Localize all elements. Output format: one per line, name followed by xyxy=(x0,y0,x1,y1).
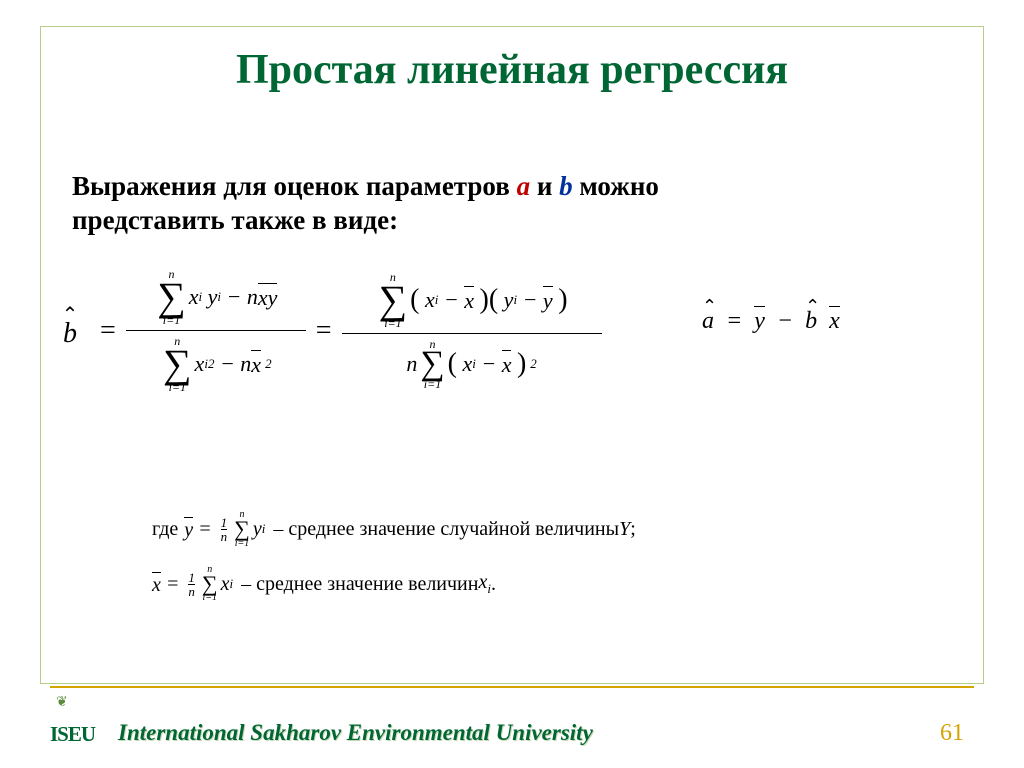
lim-1: 1 xyxy=(180,380,186,394)
subtitle-mid: и xyxy=(530,171,559,201)
sym-xbar: x xyxy=(251,350,261,378)
denominator-2: n n ∑ i=1 ( xi − x )2 xyxy=(406,338,536,391)
logo-tree-icon: ❦ xyxy=(56,694,68,711)
sigma-icon: n ∑ i=1 xyxy=(379,271,408,329)
hat-icon: ⌃ xyxy=(805,296,820,317)
sym-x: x xyxy=(425,287,435,313)
where-ybar: где y = 1n n ∑ i=1 yi – среднее значение… xyxy=(152,510,636,549)
lim-i: i xyxy=(169,380,172,394)
lim-1: 1 xyxy=(435,377,441,391)
dot: . xyxy=(491,573,496,596)
numerator-1: n ∑ i=1 xi yi − nxy xyxy=(154,268,277,326)
sym-x: x xyxy=(195,351,205,377)
sigma-icon: n ∑ i=1 xyxy=(157,268,186,326)
sym-y: y xyxy=(504,287,514,313)
sym-n: n xyxy=(247,284,258,310)
sym-ybar: y xyxy=(184,517,193,542)
denominator-1: n ∑ i=1 xi2 − nx2 xyxy=(160,335,272,393)
param-a: a xyxy=(517,171,531,201)
frac-n: n xyxy=(221,530,228,543)
sup-2: 2 xyxy=(208,356,215,372)
where-lead: где xyxy=(152,518,178,541)
lim-1: 1 xyxy=(396,316,402,330)
sym-ybar: y xyxy=(543,286,553,314)
sym-xbar: x xyxy=(502,350,512,378)
page-number: 61 xyxy=(940,720,964,747)
sub-i: i xyxy=(435,292,439,308)
university-name: International Sakharov Environmental Uni… xyxy=(118,720,593,746)
slide: Простая линейная регрессия Выражения для… xyxy=(0,0,1024,768)
sym-minus: − xyxy=(777,308,793,334)
lim-1: 1 xyxy=(244,538,249,549)
sym-minus: − xyxy=(444,287,459,313)
lim-i: i xyxy=(384,316,387,330)
sym-y: y xyxy=(208,284,218,310)
slide-title: Простая линейная регрессия xyxy=(0,46,1024,94)
sigma-icon: n ∑ i=1 xyxy=(420,338,444,391)
sym-xbar: x xyxy=(152,572,161,597)
sub-i: i xyxy=(262,521,266,537)
sym-ybar: y xyxy=(268,283,278,311)
fraction-1: n ∑ i=1 xi yi − nxy n ∑ i=1 xi2 − nx2 xyxy=(126,268,306,393)
sym-y: y xyxy=(253,518,262,541)
where-block: где y = 1n n ∑ i=1 yi – среднее значение… xyxy=(152,510,636,619)
semi: ; xyxy=(630,518,636,541)
sub-i: i xyxy=(198,289,202,305)
sym-xbar: x xyxy=(464,286,474,314)
sym-b: b xyxy=(63,318,77,350)
param-b: b xyxy=(559,171,573,201)
sym-minus: − xyxy=(227,284,242,310)
footer-divider xyxy=(50,686,974,688)
tiny-frac: 1n xyxy=(188,571,195,598)
sigma-icon: n ∑ i=1 xyxy=(202,565,218,604)
lim-1: 1 xyxy=(212,592,217,603)
sub-i: i xyxy=(472,356,476,372)
sym-x: x xyxy=(462,351,472,377)
sigma-icon: n ∑ i=1 xyxy=(163,335,192,393)
ybar-desc: – среднее значение случайной величины xyxy=(273,518,619,541)
lim-i: i xyxy=(202,592,205,603)
sym-xbar: x xyxy=(258,283,268,311)
lim-i: i xyxy=(163,313,166,327)
sigma-icon: n ∑ i=1 xyxy=(234,510,250,549)
sym-eq: = xyxy=(90,315,126,347)
sym-n: n xyxy=(406,351,417,377)
tiny-frac: 1n xyxy=(221,516,228,543)
xbar-desc: – среднее значение величин xyxy=(241,573,478,596)
sym-n: n xyxy=(240,351,251,377)
lim-1: 1 xyxy=(174,313,180,327)
sym-x: x xyxy=(221,573,230,596)
sub-i: i xyxy=(217,289,221,305)
formula-a: ⌃ a = y − ⌃ b x xyxy=(702,308,840,335)
formula-b: ⌃ b = n ∑ i=1 xi yi − nxy xyxy=(50,268,650,393)
sup-2: 2 xyxy=(265,356,272,372)
lim-i: i xyxy=(235,538,238,549)
sym-xbar: x xyxy=(829,306,840,334)
frac-n: n xyxy=(188,585,195,598)
sub-i: i xyxy=(513,292,517,308)
subtitle: Выражения для оценок параметров a и b мо… xyxy=(72,170,812,238)
hat-icon: ⌃ xyxy=(702,296,717,317)
sym-minus: − xyxy=(523,287,538,313)
frac-1: 1 xyxy=(221,516,228,529)
fraction-2: n ∑ i=1 ( xi − x )( yi − y ) n n ∑ i=1 (… xyxy=(342,271,602,391)
where-xbar: x = 1n n ∑ i=1 xi – среднее значение вел… xyxy=(152,565,636,604)
sym-minus: − xyxy=(220,351,235,377)
sym-eq: = xyxy=(306,315,342,347)
sym-minus: − xyxy=(481,351,496,377)
sup-2: 2 xyxy=(530,356,537,372)
logo-text: ISEU xyxy=(50,722,95,747)
sym-eq: = xyxy=(726,308,742,334)
frac-1: 1 xyxy=(188,571,195,584)
b-hat: ⌃ b xyxy=(50,312,90,350)
sym-ybar: y xyxy=(754,306,765,334)
sym-Y: Y xyxy=(619,518,630,541)
sym-xi: xi xyxy=(478,571,491,597)
subtitle-pre: Выражения для оценок параметров xyxy=(72,171,517,201)
logo: ❦ ISEU xyxy=(50,700,104,752)
numerator-2: n ∑ i=1 ( xi − x )( yi − y ) xyxy=(376,271,568,329)
lim-i: i xyxy=(424,377,427,391)
sub-i: i xyxy=(229,576,233,592)
sym-x: x xyxy=(189,284,199,310)
